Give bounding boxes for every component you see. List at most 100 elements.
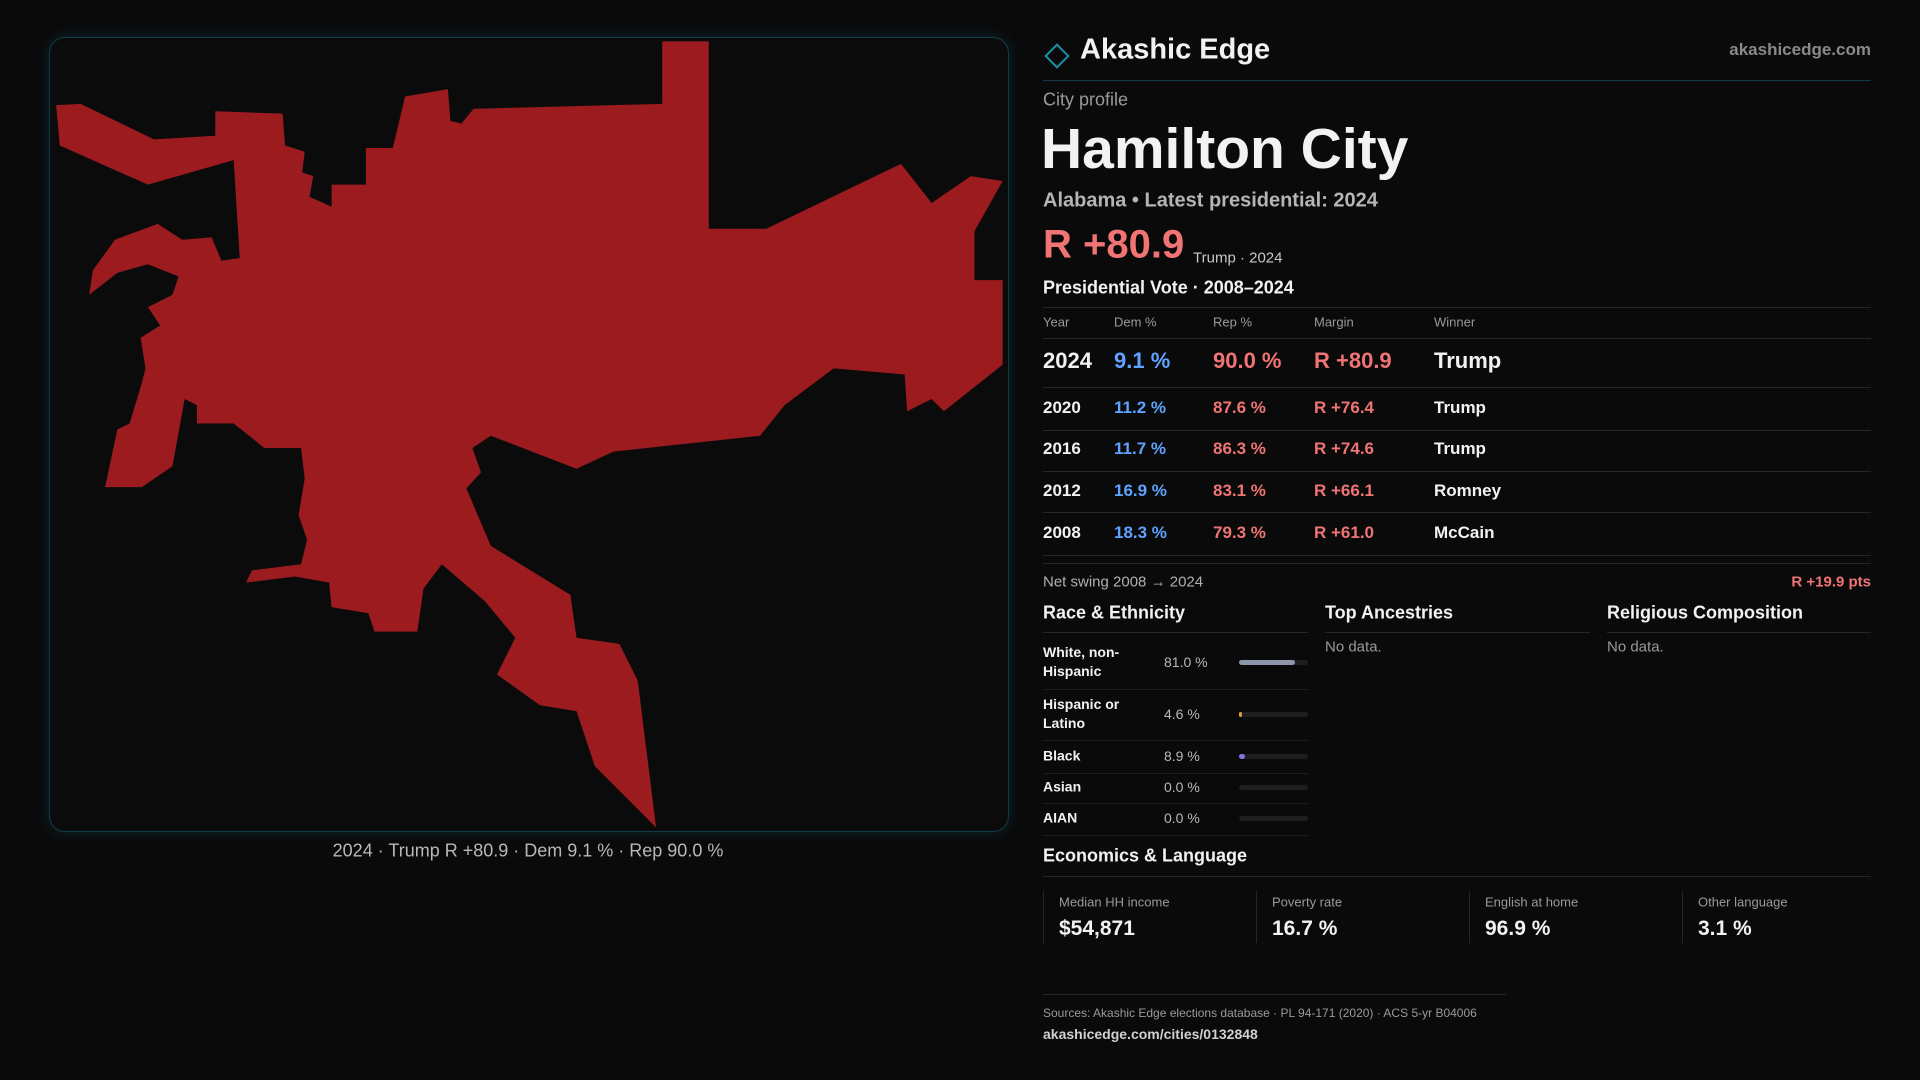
- row-divider: [1043, 773, 1308, 774]
- column-header: Rep %: [1213, 314, 1253, 330]
- table-cell: Trump: [1434, 439, 1486, 458]
- race-value: 8.9 %: [1164, 748, 1200, 764]
- bar: [1239, 712, 1243, 717]
- table-cell: 2016: [1043, 439, 1081, 458]
- bar: [1239, 754, 1246, 759]
- table-cell: R +74.6: [1314, 439, 1375, 458]
- row-divider: [1043, 430, 1871, 431]
- map: [56, 41, 1003, 828]
- row-divider: [1043, 835, 1308, 836]
- table-cell: 16.9 %: [1114, 481, 1167, 500]
- column-header: Year: [1043, 314, 1070, 330]
- city-boundary: [56, 41, 1003, 828]
- card-border: [1469, 891, 1470, 943]
- divider: [1043, 632, 1308, 633]
- margin-note: Trump · 2024: [1193, 249, 1283, 267]
- card-label: English at home: [1485, 894, 1579, 910]
- city-name: Hamilton City: [1041, 117, 1409, 181]
- row-divider: [1043, 387, 1871, 388]
- table-cell: 79.3 %: [1213, 523, 1266, 542]
- table-cell: 2020: [1043, 398, 1081, 417]
- logo: [1044, 43, 1070, 69]
- table-cell: Trump: [1434, 398, 1486, 417]
- race-value: 4.6 %: [1164, 706, 1200, 722]
- bar-track: [1239, 660, 1308, 665]
- race-label: AIAN: [1043, 809, 1078, 826]
- row-divider: [1043, 471, 1871, 472]
- row-divider: [1043, 307, 1871, 308]
- table-cell: 87.6 %: [1213, 398, 1266, 417]
- card-border: [1256, 891, 1257, 943]
- table-cell: R +80.9: [1314, 348, 1392, 373]
- table-cell: Romney: [1434, 481, 1502, 500]
- divider: [1043, 876, 1871, 877]
- race-value: 81.0 %: [1164, 654, 1208, 670]
- swing-label: Net swing 2008 → 2024: [1043, 573, 1204, 591]
- section-title: Economics & Language: [1043, 845, 1248, 866]
- divider: [1607, 632, 1871, 633]
- table-cell: R +76.4: [1314, 398, 1375, 417]
- table-cell: R +66.1: [1314, 481, 1375, 500]
- column-header: Margin: [1314, 314, 1354, 330]
- row-divider: [1043, 338, 1871, 339]
- swing-value: R +19.9 pts: [1791, 573, 1871, 591]
- map-panel: [49, 37, 1009, 832]
- row-divider: [1043, 555, 1871, 556]
- table-cell: R +61.0: [1314, 523, 1375, 542]
- table-cell: 11.2 %: [1114, 398, 1166, 417]
- table-cell: 86.3 %: [1213, 439, 1266, 458]
- card-label: Median HH income: [1059, 894, 1170, 910]
- site-link[interactable]: akashicedge.com: [1729, 40, 1871, 59]
- card-border: [1043, 891, 1044, 943]
- no-data: No data.: [1325, 638, 1382, 656]
- brand: Akashic Edge: [1080, 33, 1271, 66]
- race-label: Black: [1043, 747, 1081, 764]
- bar-track: [1239, 816, 1308, 821]
- card-label: Poverty rate: [1272, 894, 1343, 910]
- column-header: Dem %: [1114, 314, 1157, 330]
- bar: [1239, 660, 1295, 665]
- page-url[interactable]: akashicedge.com/cities/0132848: [1043, 1026, 1258, 1042]
- race-label: Hispanic or Latino: [1043, 696, 1120, 731]
- table-cell: 18.3 %: [1114, 523, 1167, 542]
- card-value: 16.7 %: [1272, 917, 1338, 940]
- table-cell: 2024: [1043, 348, 1092, 373]
- bar-track: [1239, 712, 1308, 717]
- divider: [1043, 563, 1871, 564]
- table-cell: Trump: [1434, 348, 1502, 373]
- headline-margin: R +80.9: [1043, 222, 1185, 267]
- sources: Sources: Akashic Edge elections database…: [1043, 1006, 1477, 1020]
- card-value: 3.1 %: [1698, 917, 1752, 940]
- row-divider: [1043, 512, 1871, 513]
- section-title: Religious Composition: [1607, 602, 1803, 623]
- section-title: Race & Ethnicity: [1043, 602, 1186, 623]
- divider: [1043, 80, 1871, 81]
- card-value: 96.9 %: [1485, 917, 1551, 940]
- table-cell: 2012: [1043, 481, 1081, 500]
- table-cell: 2008: [1043, 523, 1081, 542]
- bar-track: [1239, 754, 1308, 759]
- column-header: Winner: [1434, 314, 1476, 330]
- subtitle: Alabama • Latest presidential: 2024: [1043, 189, 1378, 212]
- race-label: Asian: [1043, 778, 1082, 795]
- table-cell: 9.1 %: [1114, 348, 1171, 373]
- table-cell: 11.7 %: [1114, 439, 1166, 458]
- kicker: City profile: [1043, 89, 1129, 110]
- race-label: White, non-Hispanic: [1043, 644, 1120, 679]
- section-title: Top Ancestries: [1325, 602, 1454, 623]
- card-label: Other language: [1698, 894, 1788, 910]
- card-value: $54,871: [1059, 917, 1135, 940]
- row-divider: [1043, 689, 1308, 690]
- no-data: No data.: [1607, 638, 1664, 656]
- row-divider: [1043, 740, 1308, 741]
- divider: [1325, 632, 1590, 633]
- card-border: [1682, 891, 1683, 943]
- table-cell: McCain: [1434, 523, 1495, 542]
- table-cell: 83.1 %: [1213, 481, 1266, 500]
- row-divider: [1043, 803, 1308, 804]
- divider: [1043, 994, 1506, 995]
- map-caption: 2024 · Trump R +80.9 · Dem 9.1 % · Rep 9…: [332, 840, 724, 861]
- table-title: Presidential Vote · 2008–2024: [1043, 277, 1294, 298]
